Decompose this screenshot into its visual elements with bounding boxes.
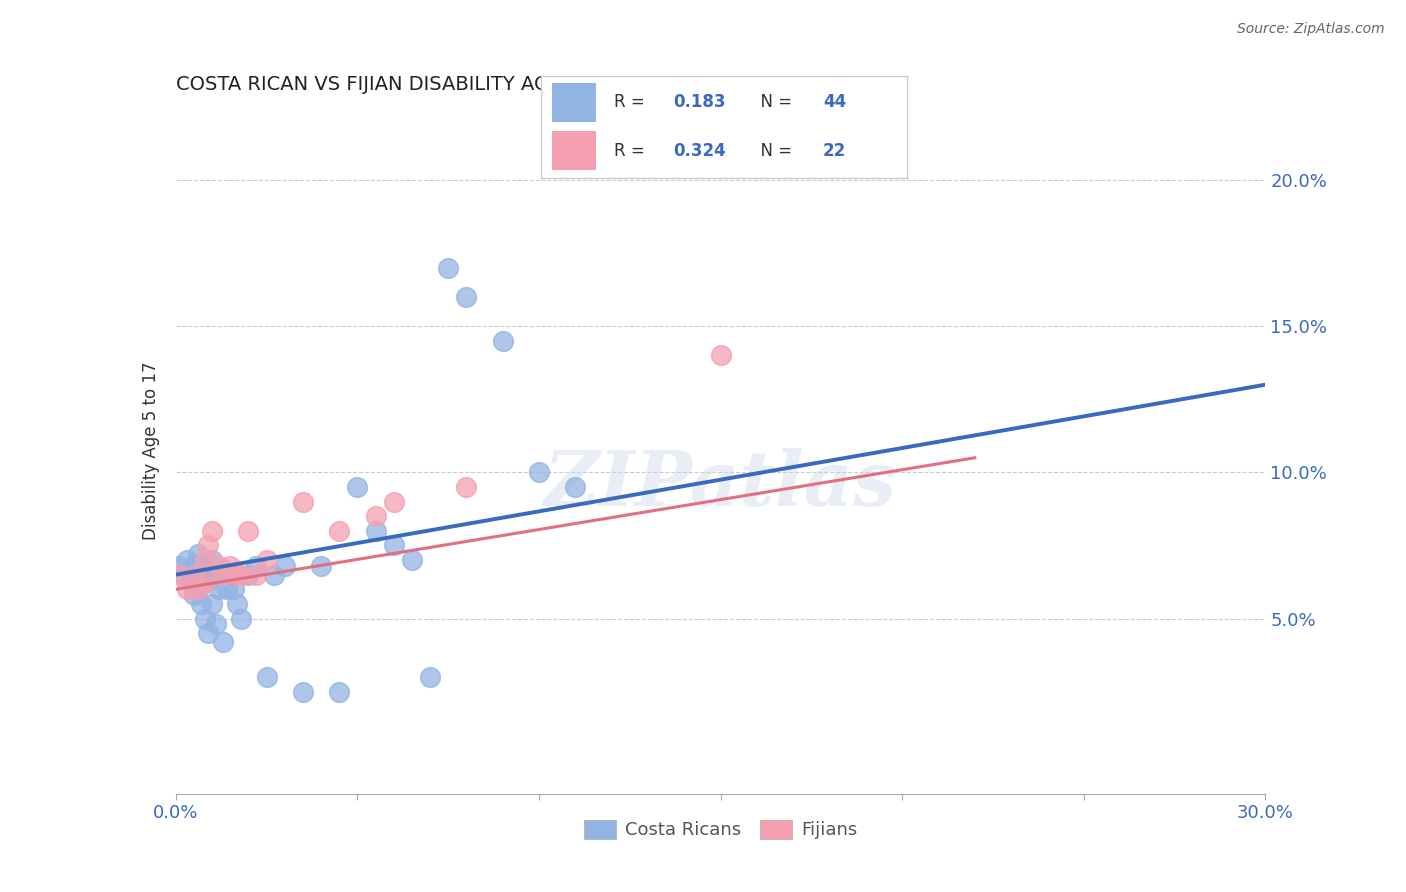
Point [419, 670, 441, 684]
Point [401, 553, 423, 567]
Text: 0.324: 0.324 [673, 142, 725, 160]
Point [231, 567, 253, 582]
Point [364, 524, 387, 538]
Point [328, 524, 350, 538]
Point [204, 617, 226, 632]
Point [208, 582, 231, 597]
Point [456, 480, 478, 494]
Point [710, 349, 733, 363]
Point [194, 611, 217, 625]
Point [176, 553, 198, 567]
Point [231, 611, 253, 625]
Point [190, 558, 212, 573]
Point [291, 684, 314, 698]
Point [238, 524, 260, 538]
Point [382, 494, 405, 508]
Point [186, 582, 209, 597]
Point [564, 480, 586, 494]
Text: ZIPatlas: ZIPatlas [544, 448, 897, 522]
Point [183, 588, 205, 602]
Point [190, 597, 212, 611]
Point [204, 567, 226, 582]
Point [328, 684, 350, 698]
Point [309, 558, 332, 573]
Text: 0.183: 0.183 [673, 94, 725, 112]
Point [346, 480, 368, 494]
Point [364, 509, 387, 524]
Text: N =: N = [749, 94, 797, 112]
Point [492, 334, 515, 348]
Text: R =: R = [614, 142, 651, 160]
Point [263, 567, 285, 582]
Point [219, 567, 242, 582]
Point [194, 553, 217, 567]
Point [172, 567, 194, 582]
Point [212, 635, 235, 649]
Point [186, 547, 209, 561]
Point [197, 538, 219, 552]
Point [183, 567, 205, 582]
Text: COSTA RICAN VS FIJIAN DISABILITY AGE 5 TO 17 CORRELATION CHART: COSTA RICAN VS FIJIAN DISABILITY AGE 5 T… [176, 75, 862, 95]
Point [382, 538, 405, 552]
Point [291, 494, 314, 508]
Text: Source: ZipAtlas.com: Source: ZipAtlas.com [1237, 22, 1385, 37]
Point [194, 576, 217, 591]
Text: N =: N = [749, 142, 797, 160]
Point [219, 558, 242, 573]
Point [197, 626, 219, 640]
Bar [553, 131, 596, 170]
Point [212, 567, 235, 582]
Point [201, 553, 224, 567]
Point [226, 567, 249, 582]
Text: 22: 22 [823, 142, 846, 160]
Point [183, 558, 205, 573]
Point [176, 582, 198, 597]
Point [169, 567, 191, 582]
Point [194, 567, 217, 582]
Y-axis label: Disability Age 5 to 17: Disability Age 5 to 17 [142, 361, 160, 540]
Point [215, 582, 238, 597]
Point [179, 574, 201, 588]
Point [245, 558, 267, 573]
Text: R =: R = [614, 94, 651, 112]
Point [226, 597, 249, 611]
Legend: Costa Ricans, Fijians: Costa Ricans, Fijians [576, 813, 865, 847]
Point [256, 670, 278, 684]
Point [201, 524, 224, 538]
Text: 44: 44 [823, 94, 846, 112]
Point [186, 582, 209, 597]
Point [245, 567, 267, 582]
Point [274, 558, 297, 573]
Bar [553, 83, 596, 122]
Point [201, 597, 224, 611]
Point [197, 574, 219, 588]
Point [238, 567, 260, 582]
Point [169, 558, 191, 573]
Point [222, 582, 245, 597]
Point [256, 553, 278, 567]
Point [208, 558, 231, 573]
Point [437, 260, 460, 275]
Point [212, 567, 235, 582]
Point [456, 290, 478, 304]
Point [527, 466, 550, 480]
